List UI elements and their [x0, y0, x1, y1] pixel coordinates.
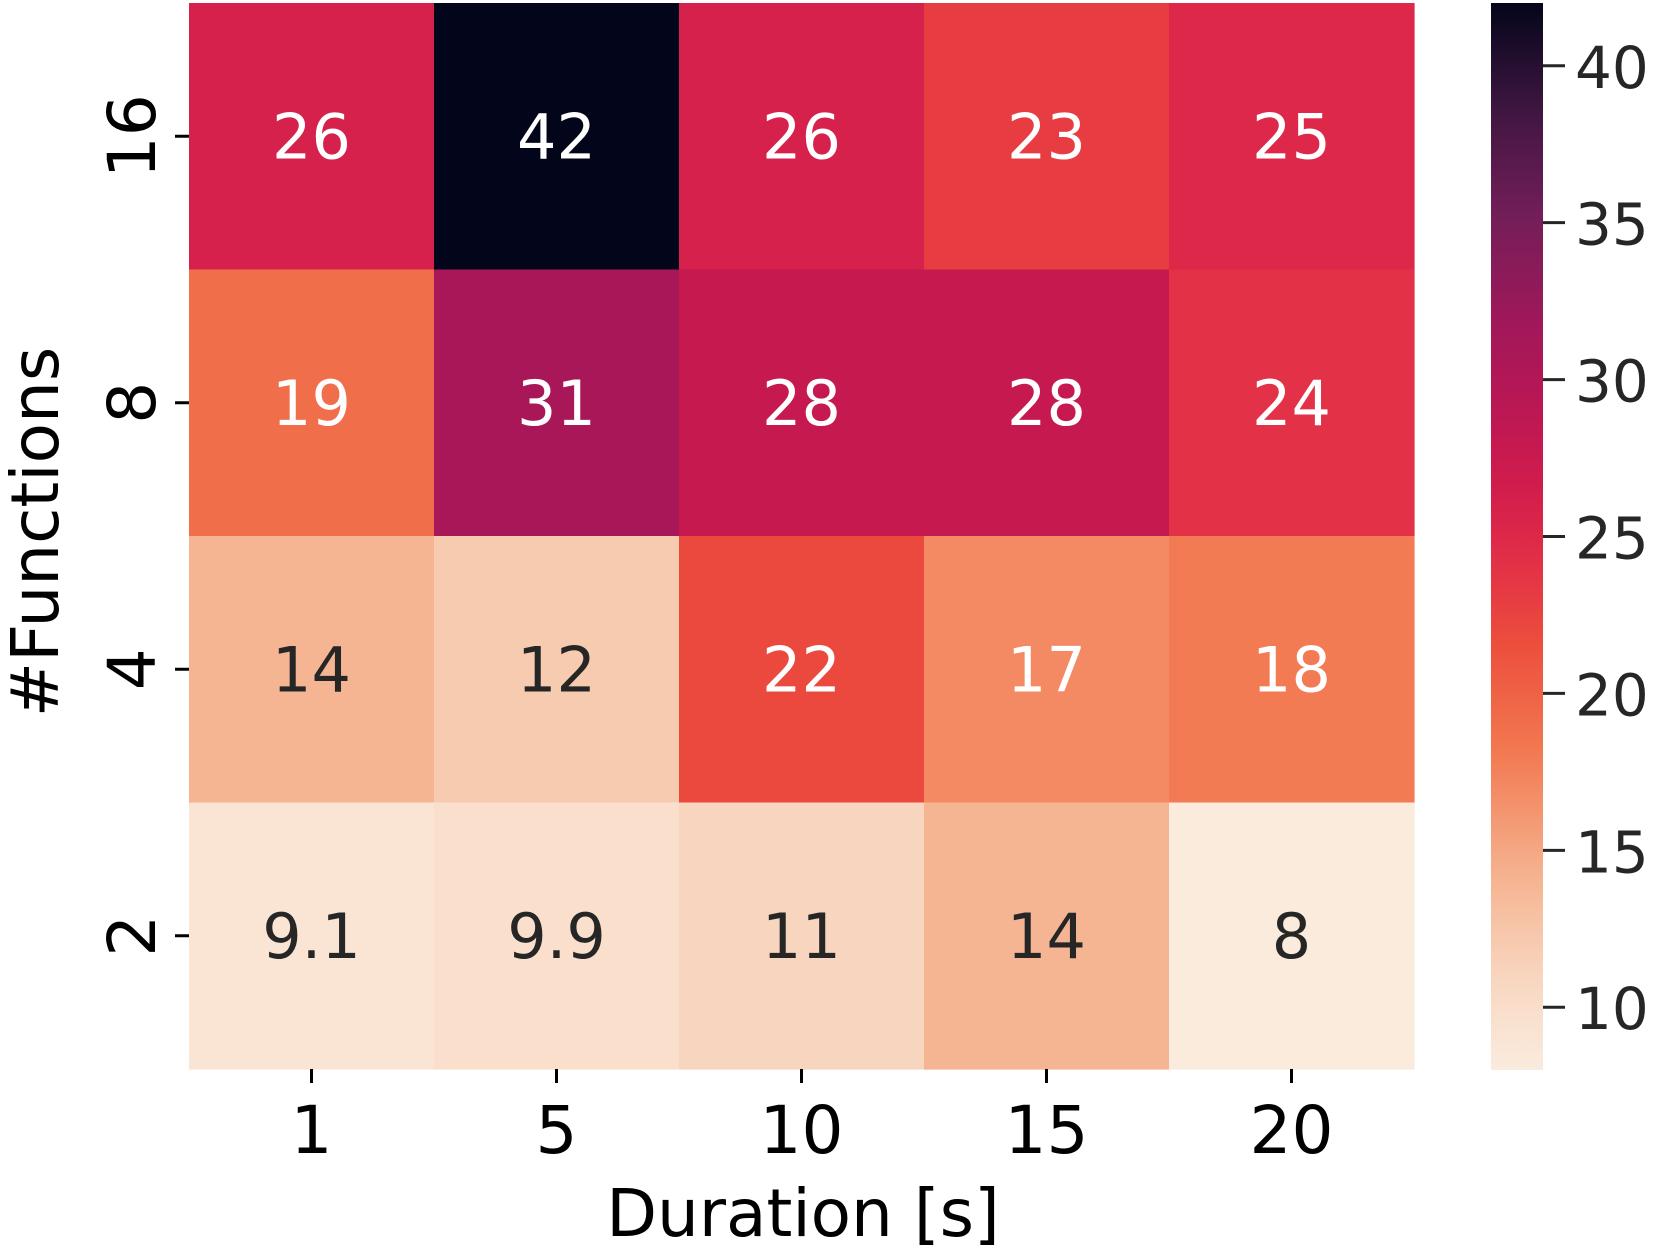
x-axis: 1 5 10 15 20	[291, 1069, 1334, 1169]
heatmap-cells	[189, 3, 1415, 1070]
heatmap-cell-labels: 26 42 26 23 25 19 31 28 28 24 14 12 22 17 18 9.1 9.9 11 14…	[262, 100, 1331, 973]
heatmap-cell	[1169, 802, 1415, 1070]
heatmap-cell-label: 25	[1252, 100, 1331, 173]
heatmap-cell	[924, 536, 1170, 804]
x-tick-label: 5	[536, 1092, 578, 1169]
x-tick-label: 15	[1005, 1092, 1089, 1169]
y-tick-label: 2	[94, 915, 171, 957]
heatmap-cell	[434, 269, 680, 537]
x-tick-label: 20	[1250, 1092, 1334, 1169]
colorbar-tick-label: 25	[1575, 505, 1649, 573]
heatmap-cell	[924, 802, 1170, 1070]
heatmap-cell-label: 31	[517, 367, 596, 440]
heatmap-cell-label: 14	[272, 633, 351, 706]
y-tick-label: 4	[94, 648, 171, 690]
colorbar-tick-label: 15	[1575, 818, 1649, 886]
heatmap-cell-label: 22	[762, 633, 841, 706]
colorbar: 10 15 20 25 30 35 40	[1491, 3, 1649, 1070]
heatmap-cell	[189, 536, 435, 804]
x-axis-title: Duration [s]	[606, 1175, 1000, 1249]
heatmap-cell-label: 26	[272, 100, 351, 173]
heatmap-cell	[679, 536, 925, 804]
heatmap-cell	[679, 802, 925, 1070]
heatmap-cell-label: 28	[762, 367, 841, 440]
heatmap-cell-label: 8	[1272, 900, 1311, 973]
x-tick-label: 10	[760, 1092, 844, 1169]
heatmap-cell-label: 12	[517, 633, 596, 706]
heatmap-cell-label: 9.1	[262, 900, 361, 973]
heatmap-cell-label: 23	[1007, 100, 1086, 173]
colorbar-tick-label: 10	[1575, 975, 1649, 1043]
heatmap-cell	[434, 536, 680, 804]
y-tick-label: 8	[94, 382, 171, 424]
heatmap-cell-label: 18	[1252, 633, 1331, 706]
heatmap-cell	[434, 802, 680, 1070]
heatmap-cell-label: 19	[272, 367, 351, 440]
heatmap-cell-label: 9.9	[507, 900, 606, 973]
colorbar-tick-label: 35	[1575, 191, 1649, 259]
colorbar-gradient	[1491, 3, 1543, 1070]
heatmap-cell	[924, 269, 1170, 537]
heatmap-cell	[189, 3, 435, 271]
heatmap-cell-label: 28	[1007, 367, 1086, 440]
colorbar-tick-label: 20	[1575, 661, 1649, 729]
heatmap-cell-label: 42	[517, 100, 596, 173]
heatmap-cell	[189, 802, 435, 1070]
heatmap-cell-label: 17	[1007, 633, 1086, 706]
heatmap-cell-label: 24	[1252, 367, 1331, 440]
heatmap-cell	[434, 3, 680, 271]
heatmap-cell-label: 11	[762, 900, 841, 973]
heatmap-cell	[1169, 536, 1415, 804]
x-tick-label: 1	[291, 1092, 333, 1169]
y-tick-label: 16	[94, 94, 171, 178]
colorbar-tick-label: 40	[1575, 34, 1649, 102]
y-axis-title: #Functions	[0, 347, 74, 717]
heatmap-cell	[679, 3, 925, 271]
heatmap-cell	[1169, 269, 1415, 537]
heatmap-cell	[1169, 3, 1415, 271]
heatmap-cell	[924, 3, 1170, 271]
heatmap-cell-label: 14	[1007, 900, 1086, 973]
heatmap-cell-label: 26	[762, 100, 841, 173]
colorbar-tick-label: 30	[1575, 348, 1649, 416]
colorbar-ticks: 10 15 20 25 30 35 40	[1543, 34, 1649, 1043]
heatmap-cell	[679, 269, 925, 537]
y-axis: 16 8 4 2	[94, 94, 189, 957]
heatmap-cell	[189, 269, 435, 537]
